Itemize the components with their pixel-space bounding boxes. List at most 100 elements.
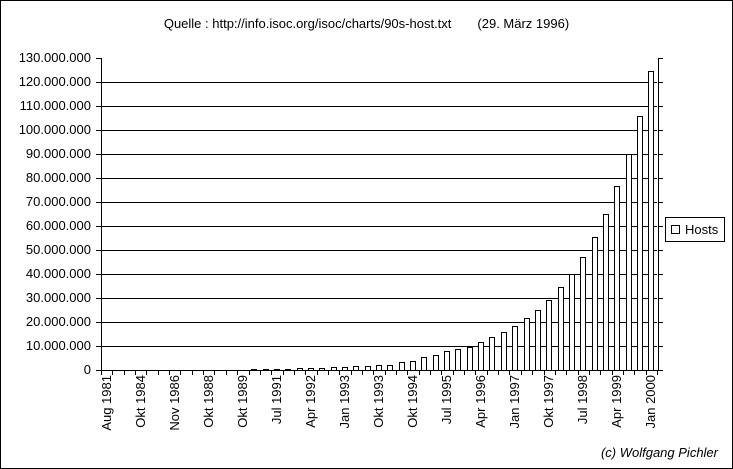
x-axis-tick: [566, 371, 567, 375]
x-axis-tick: [271, 371, 272, 375]
gridline: [101, 322, 657, 323]
y-axis-tick-right: [658, 178, 663, 179]
x-axis-tick: [612, 371, 613, 375]
y-axis-tick-left: [96, 226, 101, 227]
legend-label: Hosts: [685, 222, 719, 237]
bar: [467, 346, 473, 370]
x-axis-tick: [589, 371, 590, 375]
y-axis-tick-left: [96, 154, 101, 155]
x-axis-tick: [464, 371, 465, 375]
bar: [387, 364, 393, 370]
x-axis-tick: [169, 371, 170, 375]
bar: [626, 154, 632, 370]
y-axis-tick-left: [96, 130, 101, 131]
bar: [399, 362, 405, 370]
y-axis-tick-right: [658, 370, 663, 371]
plot-area: [101, 58, 659, 371]
y-axis-label: 30.000.000: [25, 290, 91, 305]
bar: [444, 350, 450, 370]
gridline: [101, 346, 657, 347]
legend: Hosts: [665, 217, 725, 242]
bar: [376, 365, 382, 370]
y-axis-label: 0: [83, 362, 91, 377]
x-axis-label: Okt 1984: [133, 375, 148, 428]
x-axis-tick: [441, 371, 442, 375]
chart-date-label: (29. März 1996): [477, 16, 570, 31]
y-axis-tick-right: [658, 346, 663, 347]
gridline: [101, 298, 657, 299]
x-axis-label: Okt 1997: [541, 375, 556, 428]
x-axis-label: Okt 1993: [371, 375, 386, 428]
bar: [637, 115, 643, 370]
x-axis-tick: [328, 371, 329, 375]
x-axis-tick: [634, 371, 635, 375]
chart-title-row: Quelle : http://info.isoc.org/isoc/chart…: [1, 16, 732, 31]
gridline: [101, 274, 657, 275]
x-axis-tick: [249, 371, 250, 375]
y-axis-tick-right: [658, 130, 663, 131]
x-axis-tick: [600, 371, 601, 375]
x-axis-tick: [180, 371, 181, 375]
bar: [421, 356, 427, 370]
y-axis-tick-left: [96, 298, 101, 299]
x-axis-tick: [214, 371, 215, 375]
x-axis-tick: [578, 371, 579, 375]
y-axis-tick-left: [96, 178, 101, 179]
bar: [580, 256, 586, 370]
gridline: [101, 154, 657, 155]
x-axis-tick: [294, 371, 295, 375]
bar: [546, 299, 552, 370]
y-axis-tick-right: [658, 298, 663, 299]
x-axis-tick: [487, 371, 488, 375]
bar: [410, 360, 416, 370]
gridline: [101, 226, 657, 227]
x-axis-tick: [498, 371, 499, 375]
x-axis-tick: [544, 371, 545, 375]
y-axis-tick-right: [658, 250, 663, 251]
x-axis-tick: [396, 371, 397, 375]
y-axis-tick-left: [96, 346, 101, 347]
gridline: [101, 106, 657, 107]
x-axis-tick: [385, 371, 386, 375]
x-axis-tick: [112, 371, 113, 375]
bar: [535, 310, 541, 370]
x-axis-label: Apr 1999: [609, 375, 624, 428]
bar: [331, 367, 337, 370]
x-axis-tick: [237, 371, 238, 375]
bar: [433, 355, 439, 370]
x-axis-tick: [407, 371, 408, 375]
y-axis-tick-left: [96, 202, 101, 203]
x-axis-label: Okt 1989: [235, 375, 250, 428]
y-axis-tick-right: [658, 202, 663, 203]
bar: [648, 71, 654, 370]
bar: [603, 214, 609, 370]
x-axis-tick: [203, 371, 204, 375]
x-axis-label: Nov 1986: [167, 375, 182, 431]
x-axis-tick: [362, 371, 363, 375]
gridline: [101, 250, 657, 251]
y-axis-tick-right: [658, 106, 663, 107]
y-axis-label: 40.000.000: [25, 266, 91, 281]
x-axis-tick: [509, 371, 510, 375]
x-axis-tick: [532, 371, 533, 375]
y-axis-label: 60.000.000: [25, 218, 91, 233]
gridline: [101, 82, 657, 83]
x-axis-label: Okt 1994: [405, 375, 420, 428]
gridline: [101, 130, 657, 131]
legend-square-icon: [671, 225, 680, 234]
x-axis-label: Apr 1996: [473, 375, 488, 428]
y-axis-tick-right: [658, 274, 663, 275]
x-axis-tick: [339, 371, 340, 375]
bar: [251, 369, 257, 371]
y-axis-label: 80.000.000: [25, 170, 91, 185]
bar: [614, 186, 620, 370]
x-axis-tick: [317, 371, 318, 375]
bar: [353, 366, 359, 370]
x-axis-tick: [623, 371, 624, 375]
x-axis-tick: [555, 371, 556, 375]
y-axis-label: 20.000.000: [25, 314, 91, 329]
y-axis-label: 120.000.000: [18, 74, 91, 89]
bar: [308, 367, 314, 370]
x-axis-tick: [430, 371, 431, 375]
